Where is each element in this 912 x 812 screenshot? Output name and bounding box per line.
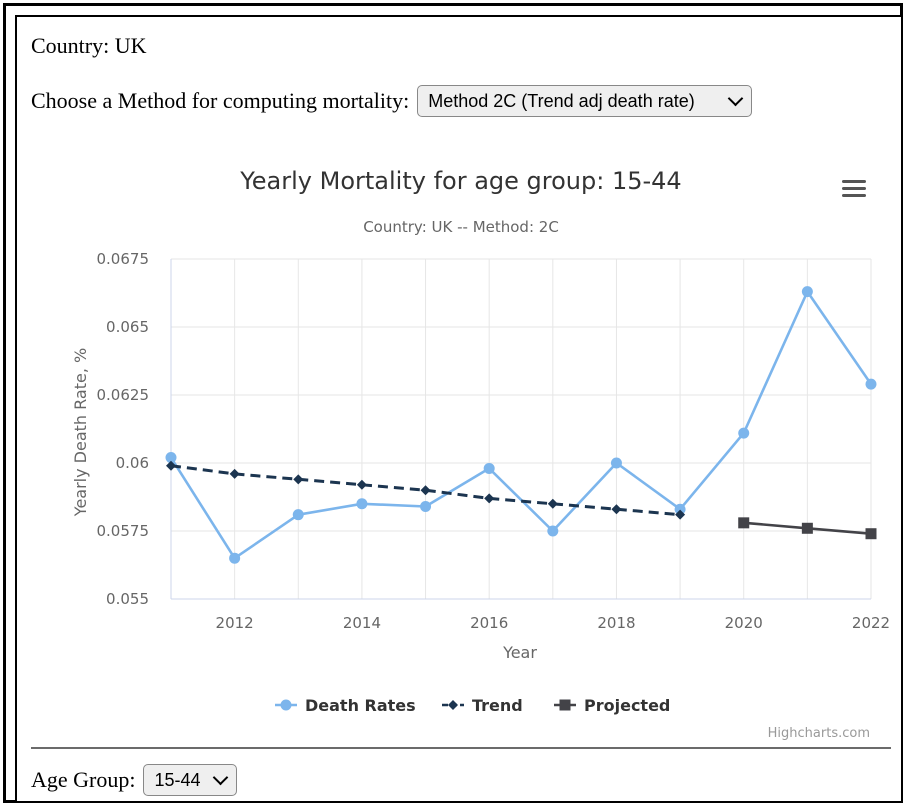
- data-point[interactable]: [865, 528, 877, 540]
- legend-label: Trend: [472, 696, 523, 715]
- legend-label: Projected: [584, 696, 670, 715]
- legend-item-projected[interactable]: Projected: [554, 696, 670, 715]
- country-label: Country: UK: [31, 33, 147, 58]
- age-group-label: Age Group:: [31, 767, 136, 792]
- data-point[interactable]: [166, 460, 176, 471]
- x-tick-label: 2020: [725, 614, 763, 632]
- y-tick-label: 0.0575: [97, 522, 150, 540]
- data-point[interactable]: [865, 378, 877, 390]
- data-point[interactable]: [801, 522, 813, 534]
- legend-item-death-rates[interactable]: Death Rates: [275, 696, 416, 715]
- y-tick-label: 0.055: [106, 590, 149, 608]
- y-tick-label: 0.065: [106, 318, 149, 336]
- method-label: Choose a Method for computing mortality:: [31, 88, 410, 113]
- data-point[interactable]: [165, 452, 177, 464]
- data-point[interactable]: [610, 457, 622, 469]
- series-layer: [165, 286, 877, 564]
- age-group-row: Age Group: 15-44: [31, 764, 238, 796]
- y-tick-label: 0.0625: [97, 386, 150, 404]
- y-tick-label: 0.0675: [97, 250, 150, 268]
- data-point[interactable]: [547, 498, 558, 509]
- x-tick-label: 2022: [852, 614, 890, 632]
- chart-subtitle: Country: UK -- Method: 2C: [363, 218, 559, 236]
- chevron-down-icon: [727, 90, 744, 107]
- axes: 0.055 0.0575 0.06 0.0625 0.065 0.0675 2012 2014…: [97, 250, 891, 632]
- data-point[interactable]: [293, 474, 304, 485]
- data-point[interactable]: [356, 498, 368, 510]
- y-tick-label: 0.06: [116, 454, 149, 472]
- series-line: [169, 290, 873, 560]
- legend: Death Rates Trend Projected: [275, 696, 670, 715]
- data-point[interactable]: [356, 479, 367, 490]
- x-tick-label: 2014: [343, 614, 381, 632]
- data-point[interactable]: [738, 427, 750, 439]
- page-container: Country: UK Choose a Method for computin…: [15, 15, 903, 803]
- hamburger-menu-icon[interactable]: [837, 176, 867, 204]
- data-point[interactable]: [229, 552, 241, 564]
- legend-item-trend[interactable]: Trend: [442, 696, 523, 715]
- data-point[interactable]: [420, 501, 432, 513]
- data-point[interactable]: [292, 509, 304, 521]
- data-point[interactable]: [420, 485, 431, 496]
- data-point[interactable]: [738, 517, 750, 529]
- chevron-down-icon: [213, 769, 229, 786]
- method-row: Choose a Method for computing mortality:…: [31, 85, 753, 117]
- mortality-chart: Yearly Mortality for age group: 15-44 Co…: [71, 167, 891, 741]
- legend-marker[interactable]: [280, 699, 292, 711]
- y-axis-title: Yearly Death Rate, %: [71, 348, 90, 517]
- series-projected: [738, 517, 877, 540]
- data-point[interactable]: [483, 462, 495, 474]
- grid: [170, 258, 872, 599]
- x-tick-label: 2016: [470, 614, 508, 632]
- data-point[interactable]: [484, 493, 495, 504]
- age-group-select-value: 15-44: [154, 769, 201, 790]
- data-point[interactable]: [547, 525, 559, 537]
- x-axis-title: Year: [502, 643, 537, 662]
- legend-marker[interactable]: [559, 699, 571, 711]
- data-point[interactable]: [674, 503, 686, 515]
- legend-label: Death Rates: [305, 696, 416, 715]
- series-death-rates: [165, 286, 877, 564]
- method-select-value: Method 2C (Trend adj death rate): [428, 90, 695, 111]
- data-point[interactable]: [611, 504, 622, 515]
- x-tick-label: 2018: [597, 614, 635, 632]
- series-line: [170, 464, 681, 517]
- chart-credits[interactable]: Highcharts.com: [768, 726, 870, 741]
- divider: [31, 747, 891, 749]
- series-trend: [166, 460, 686, 520]
- data-point[interactable]: [801, 286, 813, 298]
- x-tick-label: 2012: [216, 614, 254, 632]
- legend-marker[interactable]: [448, 700, 458, 710]
- data-point[interactable]: [675, 509, 686, 520]
- outer-frame: Country: UK Choose a Method for computin…: [3, 3, 903, 803]
- method-select[interactable]: Method 2C (Trend adj death rate): [417, 85, 753, 117]
- chart-title: Yearly Mortality for age group: 15-44: [239, 167, 681, 195]
- age-group-select[interactable]: 15-44: [143, 764, 238, 796]
- data-point[interactable]: [229, 468, 240, 479]
